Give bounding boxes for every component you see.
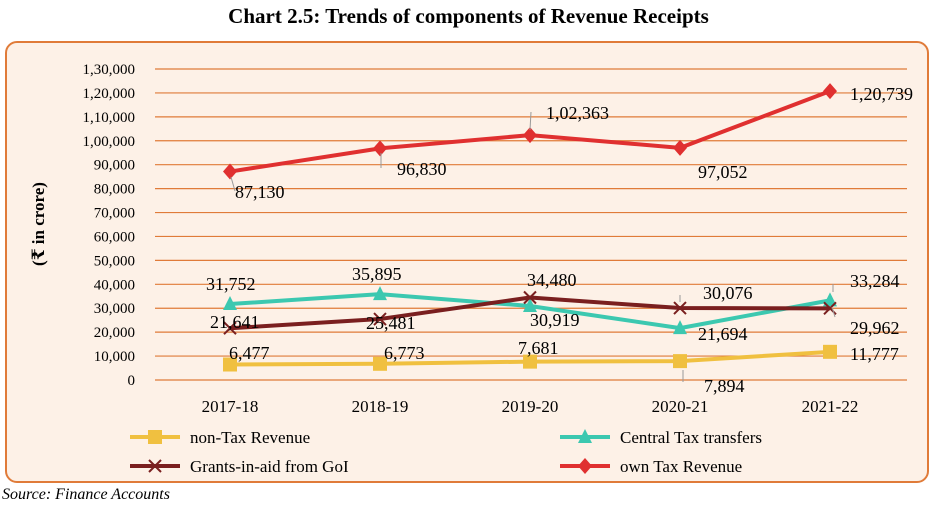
x-tick-label: 2019-20 bbox=[502, 397, 559, 416]
y-tick-label: 70,000 bbox=[94, 206, 135, 222]
data-point bbox=[373, 356, 387, 371]
data-label: 7,894 bbox=[704, 376, 745, 396]
data-label: 1,20,739 bbox=[850, 84, 913, 104]
data-point bbox=[523, 298, 537, 313]
y-tick-label: 10,000 bbox=[94, 349, 135, 365]
data-label: 97,052 bbox=[698, 162, 748, 182]
y-tick-label: 60,000 bbox=[94, 229, 135, 245]
data-label: 7,681 bbox=[518, 338, 559, 358]
data-point bbox=[373, 286, 387, 301]
legend-label: Central Tax transfers bbox=[620, 428, 762, 447]
leader-line bbox=[230, 176, 236, 192]
data-point bbox=[223, 296, 237, 311]
leader-line bbox=[831, 306, 836, 318]
legend-label: own Tax Revenue bbox=[620, 457, 742, 476]
data-label: 34,480 bbox=[527, 270, 577, 290]
data-label: 25,481 bbox=[366, 313, 416, 333]
y-tick-label: 1,10,000 bbox=[83, 110, 136, 126]
legend-marker bbox=[578, 429, 592, 443]
y-tick-label: 1,20,000 bbox=[83, 86, 136, 102]
data-label: 30,919 bbox=[530, 310, 580, 330]
y-tick-label: 50,000 bbox=[94, 253, 135, 269]
x-tick-label: 2017-18 bbox=[202, 397, 259, 416]
legend-label: Grants-in-aid from GoI bbox=[190, 457, 349, 476]
x-tick-label: 2018-19 bbox=[352, 397, 409, 416]
y-tick-label: 0 bbox=[128, 373, 136, 389]
data-label: 33,284 bbox=[850, 271, 900, 291]
chart-frame bbox=[5, 41, 929, 483]
data-label: 87,130 bbox=[235, 182, 285, 202]
data-point bbox=[523, 127, 537, 144]
data-label: 29,962 bbox=[850, 318, 900, 338]
data-point bbox=[673, 139, 687, 156]
data-label: 35,895 bbox=[352, 264, 402, 284]
data-label: 31,752 bbox=[206, 274, 256, 294]
legend-marker bbox=[148, 459, 162, 473]
data-point bbox=[673, 320, 687, 335]
y-tick-label: 90,000 bbox=[94, 158, 135, 174]
data-point bbox=[673, 354, 687, 369]
data-label: 21,694 bbox=[698, 324, 748, 344]
data-point bbox=[523, 354, 537, 369]
data-point bbox=[523, 290, 537, 305]
y-axis-label: (₹ in crore) bbox=[29, 182, 48, 266]
x-tick-label: 2020-21 bbox=[652, 397, 709, 416]
data-label: 30,076 bbox=[703, 283, 753, 303]
data-label: 1,02,363 bbox=[546, 103, 609, 123]
y-tick-label: 1,00,000 bbox=[83, 134, 136, 150]
legend-marker bbox=[578, 458, 592, 474]
data-point bbox=[823, 344, 837, 359]
data-point bbox=[223, 163, 237, 180]
y-tick-label: 40,000 bbox=[94, 277, 135, 293]
data-point bbox=[373, 312, 387, 326]
data-point bbox=[823, 83, 837, 100]
data-point bbox=[673, 301, 687, 315]
y-tick-label: 20,000 bbox=[94, 325, 135, 341]
y-tick-label: 80,000 bbox=[94, 182, 135, 198]
legend-marker bbox=[148, 430, 162, 444]
data-label: 6,477 bbox=[229, 343, 270, 363]
leader-line bbox=[529, 111, 532, 131]
y-tick-label: 30,000 bbox=[94, 301, 135, 317]
legend-label: non-Tax Revenue bbox=[190, 428, 310, 447]
source-note: Source: Finance Accounts bbox=[2, 486, 170, 503]
data-label: 21,641 bbox=[210, 312, 260, 332]
data-label: 96,830 bbox=[397, 159, 447, 179]
data-label: 6,773 bbox=[384, 343, 425, 363]
data-point bbox=[373, 140, 387, 157]
data-label: 11,777 bbox=[850, 344, 899, 364]
x-tick-label: 2021-22 bbox=[802, 397, 859, 416]
y-tick-label: 1,30,000 bbox=[83, 62, 136, 78]
chart-title: Chart 2.5: Trends of components of Reven… bbox=[228, 4, 709, 28]
data-point bbox=[223, 357, 237, 372]
data-point bbox=[223, 321, 237, 335]
data-point bbox=[823, 292, 837, 307]
